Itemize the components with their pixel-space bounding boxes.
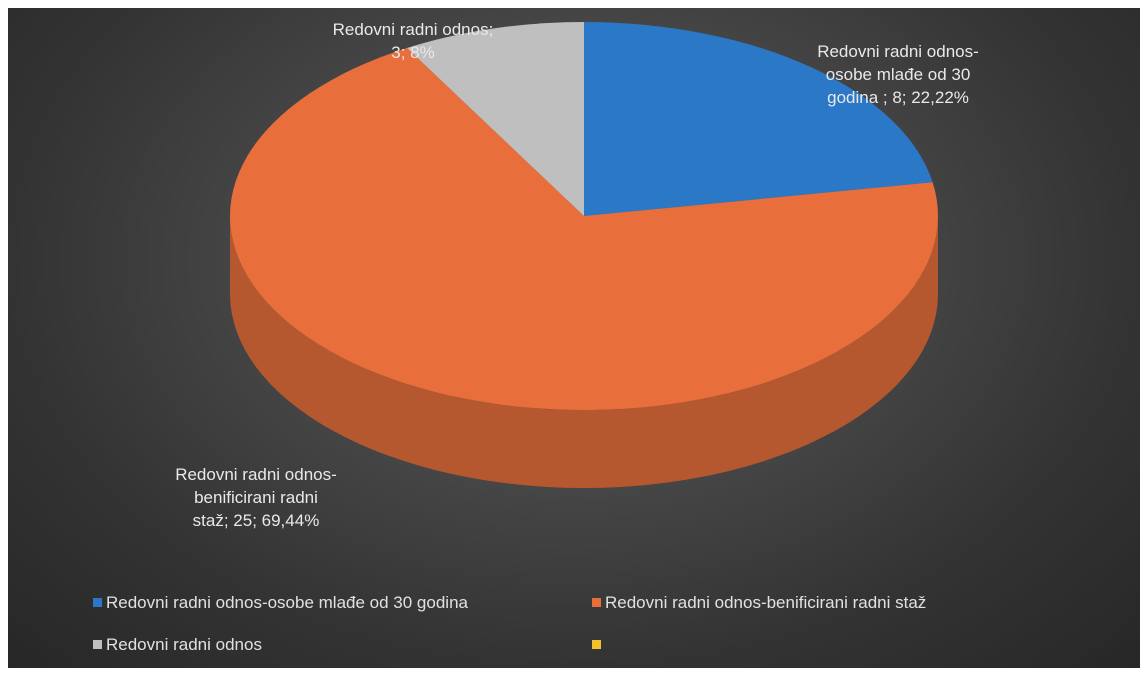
slice-benificirani <box>229 47 939 411</box>
pie-sides <box>230 216 938 488</box>
legend-label-mlade: Redovni radni odnos-osobe mlađe od 30 go… <box>106 593 468 612</box>
slice-redovni <box>407 22 584 216</box>
data-label-benificirani: Redovni radni odnos- benificirani radni … <box>175 465 337 530</box>
legend-label-benificirani: Redovni radni odnos-benificirani radni s… <box>605 593 927 612</box>
data-label-mlade: Redovni radni odnos- osobe mlađe od 30 g… <box>817 42 979 107</box>
legend-swatch-benificirani <box>592 598 601 607</box>
data-label-redovni: Redovni radni odnos; 3; 8% <box>332 20 494 62</box>
legend-item-mlade: Redovni radni odnos-osobe mlađe od 30 go… <box>93 591 468 615</box>
legend-item-redovni: Redovni radni odnos <box>93 633 262 657</box>
legend-swatch-redovni <box>93 640 102 649</box>
legend-item-benificirani: Redovni radni odnos-benificirani radni s… <box>592 591 926 615</box>
legend-label-redovni: Redovni radni odnos <box>106 635 262 654</box>
slice-benificirani-side <box>230 216 938 488</box>
legend-swatch-empty <box>592 640 601 649</box>
pie-tops <box>229 22 939 411</box>
pie-chart-plot <box>229 22 939 488</box>
legend-item-empty <box>592 633 605 657</box>
pie-chart: Redovni radni odnos- osobe mlađe od 30 g… <box>8 8 1140 668</box>
legend-swatch-mlade <box>93 598 102 607</box>
slice-mlade <box>584 22 933 216</box>
